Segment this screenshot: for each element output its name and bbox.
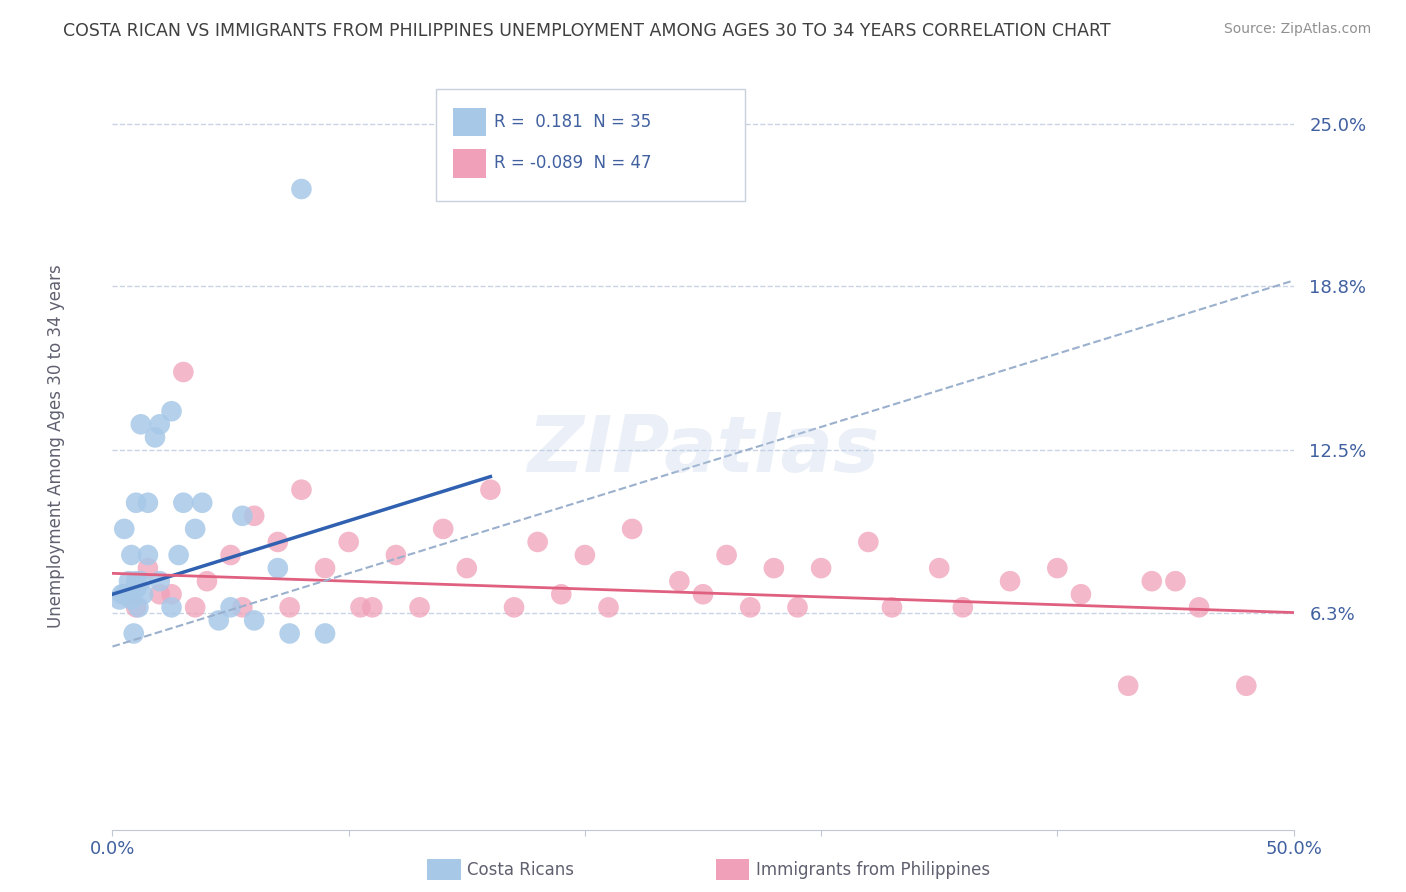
Point — [267, 535, 290, 549]
Point — [1234, 679, 1257, 693]
Point — [112, 522, 135, 536]
Point — [1140, 574, 1163, 589]
Point — [998, 574, 1021, 589]
Point — [692, 587, 714, 601]
Point — [762, 561, 785, 575]
Point — [858, 535, 880, 549]
Text: Unemployment Among Ages 30 to 34 years: Unemployment Among Ages 30 to 34 years — [48, 264, 65, 628]
Point — [112, 587, 135, 601]
Point — [526, 535, 548, 549]
Point — [574, 548, 596, 562]
Point — [880, 600, 903, 615]
Point — [408, 600, 430, 615]
Point — [740, 600, 762, 615]
Point — [132, 587, 155, 601]
Point — [290, 182, 312, 196]
Point — [115, 587, 138, 601]
Point — [503, 600, 526, 615]
Point — [598, 600, 620, 615]
Point — [111, 587, 134, 601]
Point — [208, 614, 231, 628]
Point — [167, 548, 190, 562]
Point — [125, 582, 148, 596]
Point — [127, 600, 149, 615]
Point — [337, 535, 360, 549]
Point — [479, 483, 502, 497]
Point — [172, 496, 194, 510]
Point — [160, 587, 183, 601]
Point — [129, 574, 152, 589]
Point — [108, 592, 131, 607]
Point — [160, 404, 183, 418]
Point — [149, 574, 172, 589]
Point — [243, 614, 266, 628]
Point — [432, 522, 454, 536]
Point — [278, 600, 301, 615]
Point — [136, 561, 159, 575]
Point — [149, 587, 172, 601]
Point — [136, 496, 159, 510]
Point — [786, 600, 808, 615]
Point — [160, 600, 183, 615]
Point — [191, 496, 214, 510]
Point — [290, 483, 312, 497]
Point — [550, 587, 572, 601]
Point — [952, 600, 974, 615]
Point — [1188, 600, 1211, 615]
Text: COSTA RICAN VS IMMIGRANTS FROM PHILIPPINES UNEMPLOYMENT AMONG AGES 30 TO 34 YEAR: COSTA RICAN VS IMMIGRANTS FROM PHILIPPIN… — [63, 22, 1111, 40]
Point — [385, 548, 408, 562]
Point — [1116, 679, 1139, 693]
Point — [231, 508, 253, 523]
Point — [716, 548, 738, 562]
Point — [219, 548, 242, 562]
Point — [219, 600, 242, 615]
Point — [120, 592, 142, 607]
Point — [125, 600, 148, 615]
Point — [349, 600, 371, 615]
Point — [314, 561, 336, 575]
Point — [361, 600, 384, 615]
Point — [1046, 561, 1069, 575]
Point — [129, 417, 152, 432]
Point — [120, 548, 142, 562]
Text: R =  0.181  N = 35: R = 0.181 N = 35 — [494, 113, 651, 131]
Text: Source: ZipAtlas.com: Source: ZipAtlas.com — [1223, 22, 1371, 37]
Point — [267, 561, 290, 575]
Point — [149, 417, 172, 432]
Text: Costa Ricans: Costa Ricans — [467, 861, 574, 879]
Point — [143, 430, 166, 444]
Point — [122, 626, 145, 640]
Point — [621, 522, 644, 536]
Point — [231, 600, 253, 615]
Point — [172, 365, 194, 379]
Point — [243, 508, 266, 523]
Point — [184, 600, 207, 615]
Point — [810, 561, 832, 575]
Point — [928, 561, 950, 575]
Point — [125, 574, 148, 589]
Point — [184, 522, 207, 536]
Text: Immigrants from Philippines: Immigrants from Philippines — [756, 861, 991, 879]
Text: ZIPatlas: ZIPatlas — [527, 412, 879, 489]
Point — [1164, 574, 1187, 589]
Point — [278, 626, 301, 640]
Text: R = -0.089  N = 47: R = -0.089 N = 47 — [494, 154, 651, 172]
Point — [314, 626, 336, 640]
Point — [456, 561, 478, 575]
Point — [195, 574, 218, 589]
Point — [125, 496, 148, 510]
Point — [1070, 587, 1092, 601]
Point — [668, 574, 690, 589]
Point — [118, 574, 141, 589]
Point — [136, 548, 159, 562]
